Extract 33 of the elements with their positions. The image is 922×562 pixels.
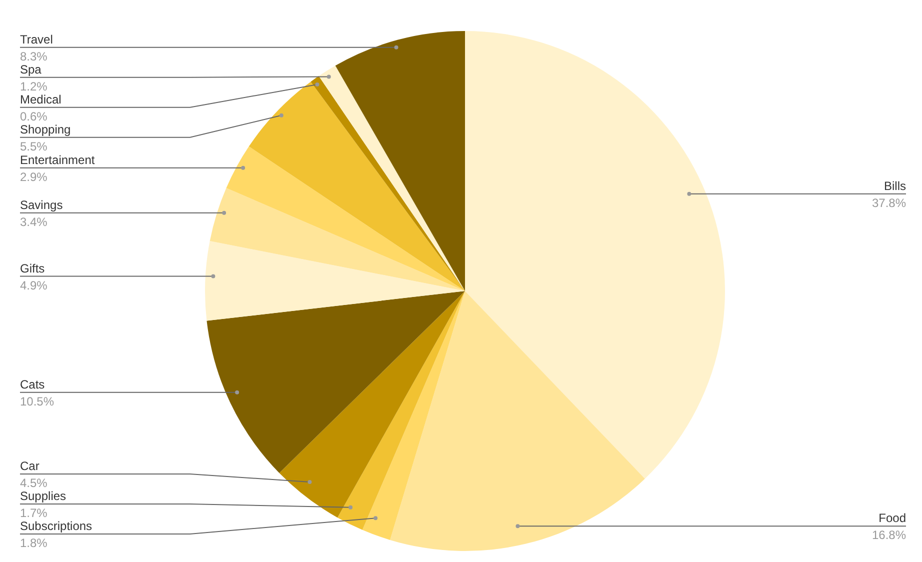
pie-slice — [210, 188, 465, 291]
pie-slice — [226, 146, 465, 291]
slice-label: Shopping — [20, 122, 71, 136]
pie-slice — [337, 291, 465, 530]
slice-label: Supplies — [20, 489, 66, 503]
slice-label: Food — [878, 511, 906, 526]
data-label: 1.8% — [20, 536, 48, 550]
data-label: 8.3% — [20, 49, 48, 64]
pie-slice — [362, 291, 465, 540]
data-label: 5.5% — [20, 139, 48, 154]
slice-label: Cats — [20, 377, 45, 392]
pie-slice — [390, 291, 645, 551]
data-label: 3.4% — [20, 214, 48, 229]
data-label: 0.6% — [20, 109, 48, 124]
data-label: 37.8% — [872, 196, 906, 210]
slice-label: Gifts — [20, 261, 45, 276]
data-label: 1.2% — [20, 79, 48, 94]
data-label: 4.5% — [20, 476, 48, 490]
slice-label: Entertainment — [20, 152, 96, 167]
slice-label: Subscriptions — [20, 519, 92, 533]
data-label: 1.7% — [20, 506, 48, 520]
slice-label: Savings — [20, 198, 63, 212]
pie-slice — [248, 82, 465, 291]
slice-label: Spa — [20, 62, 42, 76]
data-label: 10.5% — [20, 394, 54, 408]
slice-label: Medical — [20, 92, 62, 106]
data-label: 16.8% — [872, 528, 906, 542]
data-label: 2.9% — [20, 170, 48, 184]
slice-label: Travel — [20, 32, 53, 46]
slice-label: Car — [20, 459, 40, 473]
data-label: 4.9% — [20, 278, 48, 292]
pie-slice — [279, 291, 465, 518]
slice-label: Bills — [884, 178, 906, 193]
